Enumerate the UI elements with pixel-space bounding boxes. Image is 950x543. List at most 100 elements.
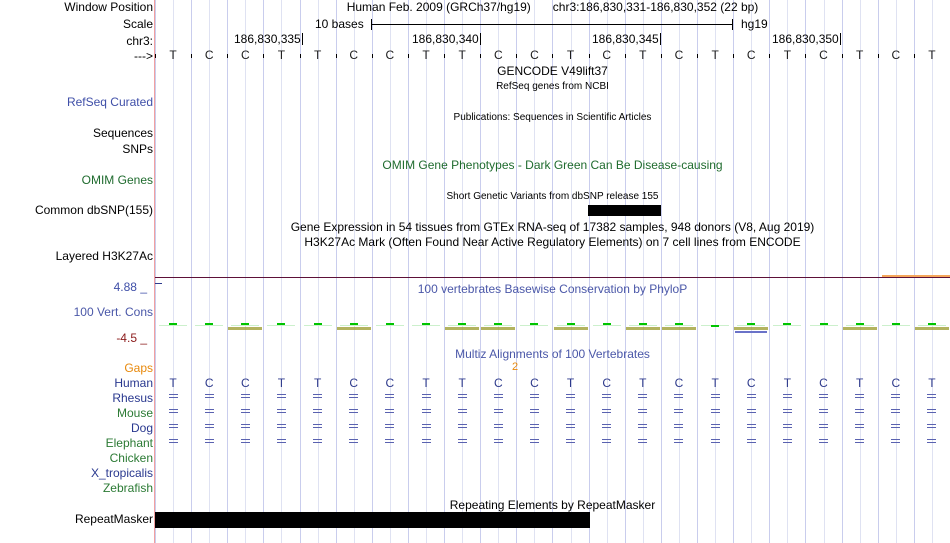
conservation-bar[interactable] bbox=[386, 323, 394, 325]
multiz-match-mark bbox=[313, 424, 323, 429]
phylop-conservation-plot[interactable] bbox=[155, 283, 950, 343]
repeatmasker-track-title[interactable]: Repeating Elements by RepeatMasker bbox=[449, 498, 656, 512]
conservation-bar[interactable] bbox=[675, 323, 683, 325]
sequence-base: T bbox=[277, 376, 286, 390]
sequence-base: C bbox=[493, 376, 503, 390]
label-gaps[interactable]: Gaps bbox=[124, 361, 153, 375]
ruler-coordinate: 186,830,350 bbox=[772, 32, 841, 46]
conservation-bar[interactable] bbox=[422, 323, 430, 325]
sequence-base: T bbox=[422, 48, 430, 62]
label-human[interactable]: Human bbox=[114, 376, 153, 390]
gencode-track-title[interactable]: GENCODE V49lift37 bbox=[497, 64, 608, 78]
window-position-text: Human Feb. 2009 (GRCh37/hg19) chr3:186,83… bbox=[155, 1, 950, 14]
multiz-row-dog[interactable] bbox=[155, 424, 950, 430]
conservation-bar[interactable] bbox=[530, 323, 538, 325]
multiz-row-mouse[interactable] bbox=[155, 409, 950, 415]
conservation-bar[interactable] bbox=[494, 323, 502, 325]
multiz-match-mark bbox=[710, 394, 720, 399]
multiz-match-mark bbox=[782, 394, 792, 399]
conservation-indel-glyph bbox=[445, 327, 479, 330]
omim-track-title[interactable]: OMIM Gene Phenotypes - Dark Green Can Be… bbox=[382, 158, 723, 172]
scale-bar bbox=[371, 19, 733, 30]
conservation-bar[interactable] bbox=[711, 325, 719, 327]
sequence-base: C bbox=[204, 376, 214, 390]
label-omim-genes[interactable]: OMIM Genes bbox=[81, 173, 153, 187]
conservation-baseline-tick bbox=[159, 325, 187, 326]
h3k27ac-signal-peak[interactable] bbox=[882, 275, 950, 277]
conservation-indel-glyph bbox=[843, 327, 877, 330]
conservation-bar[interactable] bbox=[205, 323, 213, 325]
multiz-match-mark bbox=[276, 439, 286, 444]
conservation-bar[interactable] bbox=[820, 323, 828, 325]
repeatmasker-element-block[interactable] bbox=[155, 512, 590, 528]
label-refseq-curated[interactable]: RefSeq Curated bbox=[66, 95, 153, 109]
multiz-match-mark bbox=[421, 409, 431, 414]
label-window-position: Window Position bbox=[64, 0, 153, 14]
conservation-bar[interactable] bbox=[639, 323, 647, 325]
label-rhesus[interactable]: Rhesus bbox=[112, 391, 153, 405]
conservation-baseline-tick bbox=[376, 325, 404, 326]
label-chicken[interactable]: Chicken bbox=[109, 451, 153, 465]
conservation-indel-glyph bbox=[554, 327, 588, 330]
publications-track-title[interactable]: Publications: Sequences in Scientific Ar… bbox=[453, 112, 652, 123]
conservation-bar[interactable] bbox=[241, 323, 249, 325]
label-cons-track[interactable]: 100 Vert. Cons bbox=[73, 305, 153, 319]
multiz-match-mark bbox=[240, 409, 250, 414]
multiz-row-rhesus[interactable] bbox=[155, 394, 950, 400]
dbsnp-variant-block[interactable] bbox=[588, 205, 661, 216]
label-sequences[interactable]: Sequences bbox=[92, 126, 153, 140]
multiz-match-mark bbox=[168, 424, 178, 429]
multiz-match-mark bbox=[493, 424, 503, 429]
gap-size-marker[interactable]: 2 bbox=[511, 361, 519, 373]
conservation-bar[interactable] bbox=[892, 323, 900, 325]
conservation-baseline-tick bbox=[304, 325, 332, 326]
multiz-match-mark bbox=[168, 409, 178, 414]
multiz-match-mark bbox=[204, 424, 214, 429]
multiz-track-title[interactable]: Multiz Alignments of 100 Vertebrates bbox=[455, 347, 650, 361]
gtex-track-title[interactable]: Gene Expression in 54 tissues from GTEx … bbox=[290, 220, 815, 234]
label-chrom: chr3: bbox=[126, 34, 153, 48]
label-snps[interactable]: SNPs bbox=[122, 142, 153, 156]
conservation-bar[interactable] bbox=[169, 323, 177, 325]
multiz-row-elephant[interactable] bbox=[155, 439, 950, 445]
conservation-baseline-tick bbox=[195, 325, 223, 326]
label-x-tropicalis[interactable]: X_tropicalis bbox=[90, 466, 153, 480]
conservation-bar[interactable] bbox=[314, 323, 322, 325]
label-elephant[interactable]: Elephant bbox=[105, 436, 153, 450]
label-repeatmasker[interactable]: RepeatMasker bbox=[74, 512, 153, 526]
conservation-bar[interactable] bbox=[783, 323, 791, 325]
conservation-bar[interactable] bbox=[350, 323, 358, 325]
conservation-bar[interactable] bbox=[747, 323, 755, 325]
label-layered-h3k27ac[interactable]: Layered H3K27Ac bbox=[55, 249, 153, 263]
multiz-match-mark bbox=[927, 439, 937, 444]
multiz-match-mark bbox=[746, 439, 756, 444]
conservation-bar[interactable] bbox=[856, 323, 864, 325]
phylop-track-title[interactable]: 100 vertebrates Basewise Conservation by… bbox=[417, 282, 688, 296]
track-data-area[interactable]: Human Feb. 2009 (GRCh37/hg19) chr3:186,83… bbox=[155, 0, 950, 543]
dbsnp-track-title[interactable]: Short Genetic Variants from dbSNP releas… bbox=[446, 191, 659, 202]
sequence-base: C bbox=[819, 48, 828, 62]
conservation-bar[interactable] bbox=[603, 323, 611, 325]
label-dog[interactable]: Dog bbox=[130, 421, 153, 435]
label-zebrafish[interactable]: Zebrafish bbox=[102, 481, 153, 495]
multiz-match-mark bbox=[855, 439, 865, 444]
conservation-bar[interactable] bbox=[928, 323, 936, 325]
multiz-match-mark bbox=[313, 394, 323, 399]
multiz-match-mark bbox=[674, 409, 684, 414]
multiz-match-mark bbox=[782, 439, 792, 444]
conservation-bar[interactable] bbox=[277, 323, 285, 325]
conservation-indel-glyph bbox=[662, 327, 696, 330]
conservation-bar[interactable] bbox=[567, 323, 575, 325]
conservation-baseline-tick bbox=[810, 325, 838, 326]
refseq-track-title[interactable]: RefSeq genes from NCBI bbox=[496, 81, 609, 92]
h3k27ac-track-title[interactable]: H3K27Ac Mark (Often Found Near Active Re… bbox=[304, 235, 801, 249]
multiz-match-mark bbox=[566, 424, 576, 429]
conservation-indel-glyph bbox=[337, 327, 371, 330]
sequence-base: T bbox=[458, 48, 466, 62]
label-mouse[interactable]: Mouse bbox=[116, 406, 153, 420]
multiz-match-mark bbox=[240, 439, 250, 444]
multiz-match-mark bbox=[891, 394, 901, 399]
label-common-dbsnp[interactable]: Common dbSNP(155) bbox=[34, 203, 153, 217]
conservation-bar[interactable] bbox=[458, 323, 466, 325]
